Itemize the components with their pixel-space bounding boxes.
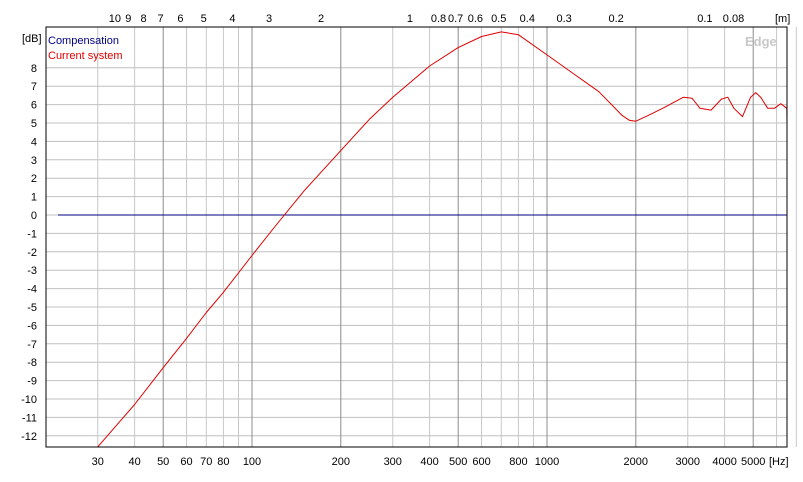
top-tick-label: 0.5 (491, 13, 506, 25)
top-tick-label: 7 (158, 13, 164, 25)
top-tick-label: 0.1 (697, 13, 712, 25)
legend-compensation: Compensation (48, 35, 119, 47)
top-tick-label: 6 (177, 13, 183, 25)
y-tick-label: -6 (27, 320, 37, 332)
top-tick-label: 3 (266, 13, 272, 25)
y-tick-label: -5 (27, 302, 37, 314)
x-tick-label: 80 (217, 456, 229, 468)
y-tick-label: -11 (22, 412, 37, 424)
x-tick-label: 1000 (535, 456, 559, 468)
y-tick-label: 4 (31, 136, 37, 148)
x-tick-label: 70 (200, 456, 212, 468)
y-tick-label: 5 (31, 118, 37, 130)
top-tick-label: 0.6 (468, 13, 483, 25)
x-tick-label: 30 (92, 456, 104, 468)
y-tick-label: -10 (21, 394, 37, 406)
top-tick-label: 9 (125, 13, 131, 25)
y-tick-label: 7 (31, 81, 37, 93)
x-tick-label: 50 (157, 456, 169, 468)
x-tick-label: 800 (509, 456, 527, 468)
x-tick-label: 2000 (624, 456, 648, 468)
y-tick-label: -3 (27, 265, 37, 277)
y-tick-label: -4 (27, 284, 37, 296)
top-tick-label: 0.3 (557, 13, 572, 25)
watermark-edge: Edge (745, 34, 777, 49)
x-tick-label: 4000 (712, 456, 736, 468)
plot-background (46, 27, 787, 447)
top-tick-label: 2 (318, 13, 324, 25)
y-tick-label: -2 (27, 247, 37, 259)
top-tick-label: 10 (109, 13, 121, 25)
top-tick-label: 4 (229, 13, 235, 25)
top-tick-label: 0.4 (520, 13, 535, 25)
y-tick-label: -9 (27, 376, 37, 388)
y-tick-label: 0 (31, 210, 37, 222)
x-tick-label: 300 (384, 456, 402, 468)
x-tick-label: 5000 (741, 456, 765, 468)
top-tick-label: 0.8 (431, 13, 446, 25)
plot-frame (45, 26, 788, 448)
y-tick-label: -8 (27, 357, 37, 369)
x-tick-label: 3000 (676, 456, 700, 468)
series-layer (58, 31, 788, 448)
y-tick-label: 1 (31, 192, 37, 204)
y-tick-label: 2 (31, 173, 37, 185)
y-tick-label: 3 (31, 155, 37, 167)
y-tick-label: 6 (31, 100, 37, 112)
x-tick-label: 60 (180, 456, 192, 468)
top-tick-label: 0.7 (448, 13, 463, 25)
y-tick-label: 8 (31, 63, 37, 75)
x-unit-label: [Hz] (769, 456, 789, 468)
top-tick-label: 8 (141, 13, 147, 25)
x-tick-label: 100 (243, 456, 261, 468)
y-unit-label: [dB] (22, 33, 42, 45)
x-tick-label: 500 (449, 456, 467, 468)
x-tick-label: 400 (420, 456, 438, 468)
grid-layer (46, 27, 797, 447)
y-tick-label: -1 (27, 228, 37, 240)
x-tick-label: 200 (332, 456, 350, 468)
y-tick-label: -7 (27, 339, 37, 351)
top-tick-label: 0.2 (608, 13, 623, 25)
x-tick-label: 600 (472, 456, 490, 468)
top-unit-label: [m] (775, 13, 790, 25)
top-tick-label: 1 (407, 13, 413, 25)
top-tick-label: 5 (201, 13, 207, 25)
series-current-system-line (97, 31, 788, 448)
legend-current-system: Current system (48, 50, 123, 62)
top-tick-label: 0.08 (723, 13, 744, 25)
x-tick-label: 40 (128, 456, 140, 468)
y-tick-label: -12 (21, 431, 37, 443)
